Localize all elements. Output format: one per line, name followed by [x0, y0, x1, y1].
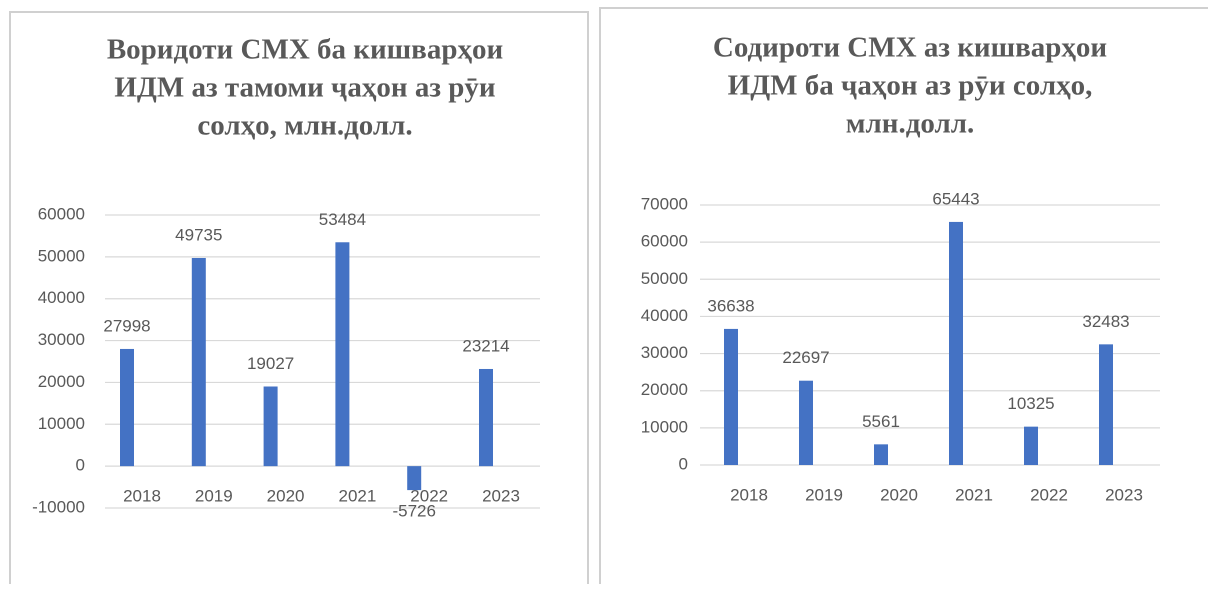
data-label: 49735 [175, 225, 222, 244]
bar [120, 348, 134, 467]
y-tick-label: 50000 [641, 269, 688, 288]
x-tick-label: 2018 [730, 485, 768, 504]
bar [1024, 426, 1038, 465]
data-label: 19027 [247, 354, 294, 373]
x-tick-label: 2019 [195, 487, 233, 506]
data-label: -5726 [392, 502, 435, 521]
y-tick-label: 20000 [38, 372, 85, 391]
y-tick-label: 20000 [641, 380, 688, 399]
data-label: 23214 [462, 336, 509, 355]
bar [1099, 344, 1113, 465]
data-label: 27998 [103, 316, 150, 335]
y-tick-label: 40000 [38, 288, 85, 307]
chart-title: Воридоти СМХ ба кишварҳои [107, 34, 503, 66]
y-tick-label: 60000 [641, 232, 688, 251]
x-tick-label: 2021 [955, 485, 993, 504]
y-tick-label: 10000 [641, 417, 688, 436]
chart-title: ИДМ аз тамоми ҷаҳон аз рӯи [114, 72, 495, 104]
x-tick-label: 2023 [482, 487, 520, 506]
bar [407, 466, 422, 491]
x-tick-label: 2022 [1030, 485, 1068, 504]
bar [191, 257, 206, 467]
y-tick-label: 0 [679, 454, 688, 473]
data-label: 22697 [782, 348, 829, 367]
x-tick-label: 2021 [338, 487, 376, 506]
bar [874, 444, 888, 465]
y-tick-label: -10000 [32, 497, 85, 516]
y-tick-label: 10000 [38, 414, 85, 433]
data-label: 53484 [319, 210, 366, 229]
chart-title: солҳо, млн.долл. [197, 110, 412, 142]
x-tick-label: 2019 [805, 485, 843, 504]
x-tick-label: 2023 [1105, 485, 1143, 504]
chart-title: млн.долл. [846, 108, 975, 140]
bar [335, 242, 350, 467]
bar [263, 386, 278, 467]
chart-title: ИДМ ба ҷаҳон аз рӯи солҳо, [728, 70, 1093, 102]
bar [949, 221, 963, 465]
y-tick-label: 70000 [641, 194, 688, 213]
bar [799, 380, 813, 465]
x-tick-label: 2022 [410, 487, 448, 506]
data-label: 36638 [707, 296, 754, 315]
y-tick-label: 50000 [38, 246, 85, 265]
x-tick-label: 2018 [123, 487, 161, 506]
chart-title: Содироти СМХ аз кишварҳои [713, 32, 1107, 64]
panel-right [599, 7, 1208, 589]
y-tick-label: 0 [76, 456, 85, 475]
x-tick-label: 2020 [880, 485, 918, 504]
panel-left [9, 11, 589, 589]
y-tick-label: 40000 [641, 306, 688, 325]
data-label: 10325 [1007, 394, 1054, 413]
data-label: 5561 [862, 412, 900, 431]
y-tick-label: 60000 [38, 204, 85, 223]
data-label: 65443 [932, 189, 979, 208]
bar [479, 368, 493, 467]
y-tick-label: 30000 [641, 343, 688, 362]
y-tick-label: 30000 [38, 330, 85, 349]
x-tick-label: 2020 [267, 487, 305, 506]
bar [724, 328, 738, 465]
data-label: 32483 [1082, 312, 1129, 331]
